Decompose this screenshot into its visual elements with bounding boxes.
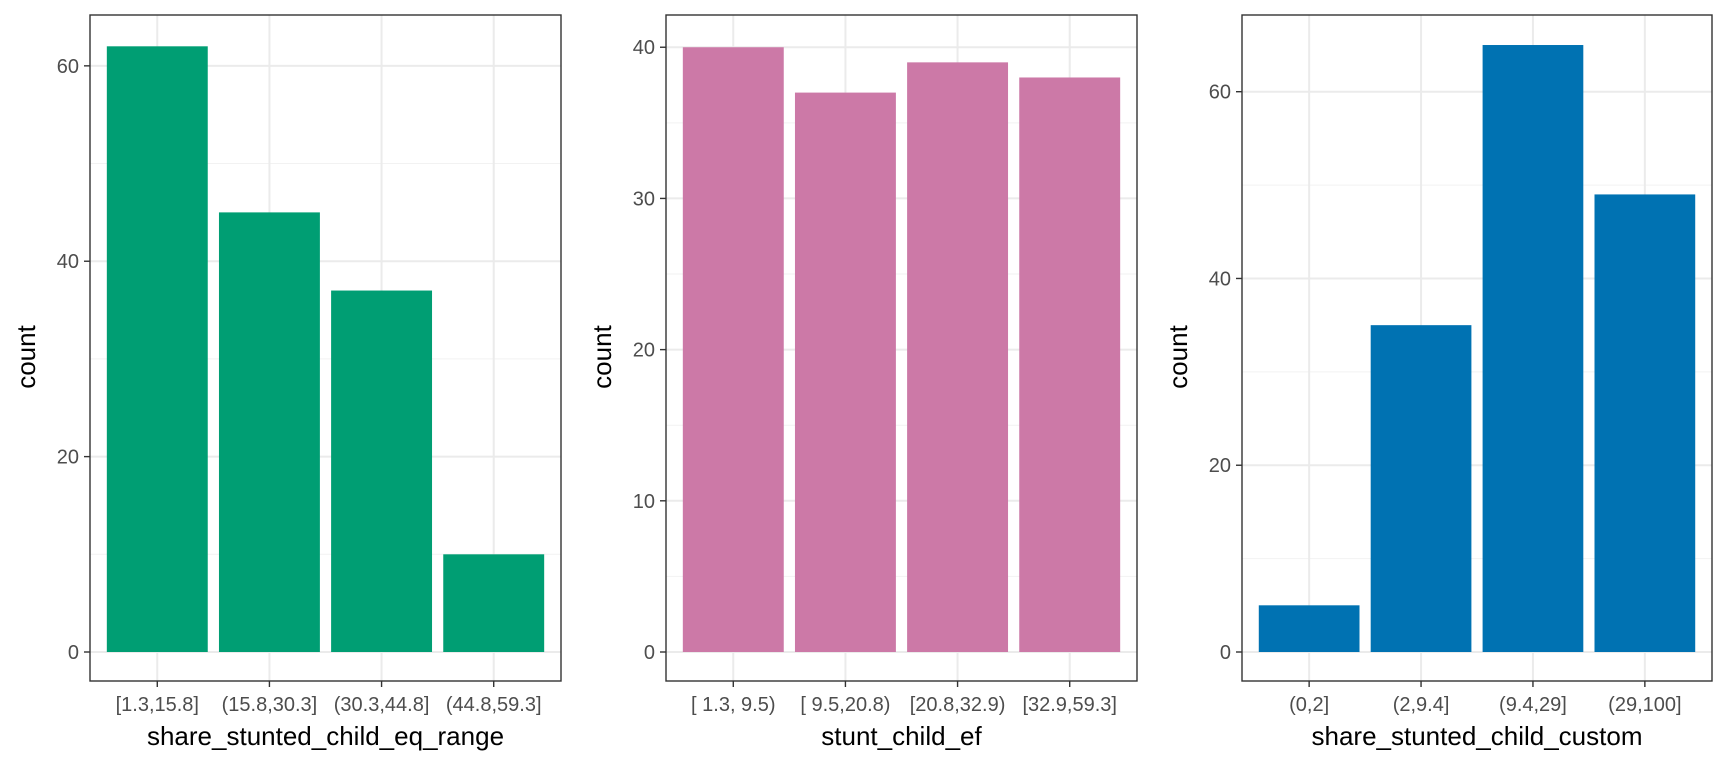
y-axis-title: count: [1163, 324, 1193, 388]
bar-1: [106, 46, 208, 653]
chart-panel-3: 0 20 40 60 (0,2] (2,9.4] (9.4,29] (29,100] share…: [1163, 14, 1713, 751]
y-tick-label: 60: [1209, 82, 1231, 104]
y-tick-label: 60: [57, 56, 79, 78]
x-tick-label: (2,9.4]: [1393, 694, 1450, 716]
x-tick-label: (30.3,44.8]: [334, 694, 430, 716]
y-tick-label: 0: [644, 642, 655, 664]
chart-panel-2: 0 10 20 30 40 [ 1.3, 9.5) [ 9.5,20.8) [20.8,32.…: [587, 14, 1138, 751]
x-axis-title: stunt_child_ef: [821, 721, 982, 751]
y-tick-label: 20: [57, 447, 79, 469]
y-tick-label: 20: [1209, 455, 1231, 477]
y-tick-label: 10: [633, 491, 655, 513]
y-axis-title: count: [587, 324, 617, 388]
plot-border: [665, 14, 1138, 682]
x-tick-label: [ 1.3, 9.5): [691, 694, 776, 716]
x-tick-label: [ 9.5,20.8): [800, 694, 890, 716]
plot-border: [89, 14, 562, 682]
bar-3: [331, 290, 433, 652]
chart-panel-1: 0 20 40 60 [1.3,15.8] (15.8,30.3] (30.3,44.8] (…: [11, 14, 562, 751]
bar-4: [443, 554, 545, 652]
bar-4: [1019, 77, 1121, 652]
x-tick-label: (15.8,30.3]: [222, 694, 318, 716]
plot-border: [1241, 14, 1713, 682]
x-tick-label: [32.9,59.3]: [1022, 694, 1117, 716]
x-axis-title: share_stunted_child_custom: [1312, 721, 1643, 751]
bar-1: [1258, 605, 1360, 652]
y-tick-label: 20: [633, 340, 655, 362]
x-tick-label: (44.8,59.3]: [446, 694, 542, 716]
x-tick-label: [1.3,15.8]: [116, 694, 199, 716]
x-tick-label: [20.8,32.9): [910, 694, 1006, 716]
y-tick-label: 0: [1220, 642, 1231, 664]
y-tick-label: 30: [633, 188, 655, 210]
bar-2: [1370, 325, 1472, 652]
x-tick-label: (9.4,29]: [1499, 694, 1567, 716]
y-tick-label: 40: [57, 251, 79, 273]
y-tick-label: 40: [633, 37, 655, 59]
bar-2: [218, 212, 320, 652]
x-tick-label: (0,2]: [1289, 694, 1329, 716]
bar-3: [907, 62, 1009, 653]
bar-4: [1594, 194, 1696, 653]
y-tick-label: 40: [1209, 268, 1231, 290]
bar-3: [1482, 45, 1584, 652]
y-tick-label: 0: [68, 642, 79, 664]
bar-1: [682, 47, 784, 652]
y-axis-title: count: [11, 324, 41, 388]
x-axis-title: share_stunted_child_eq_range: [147, 721, 504, 751]
bar-2: [794, 92, 896, 653]
x-tick-label: (29,100]: [1608, 694, 1681, 716]
